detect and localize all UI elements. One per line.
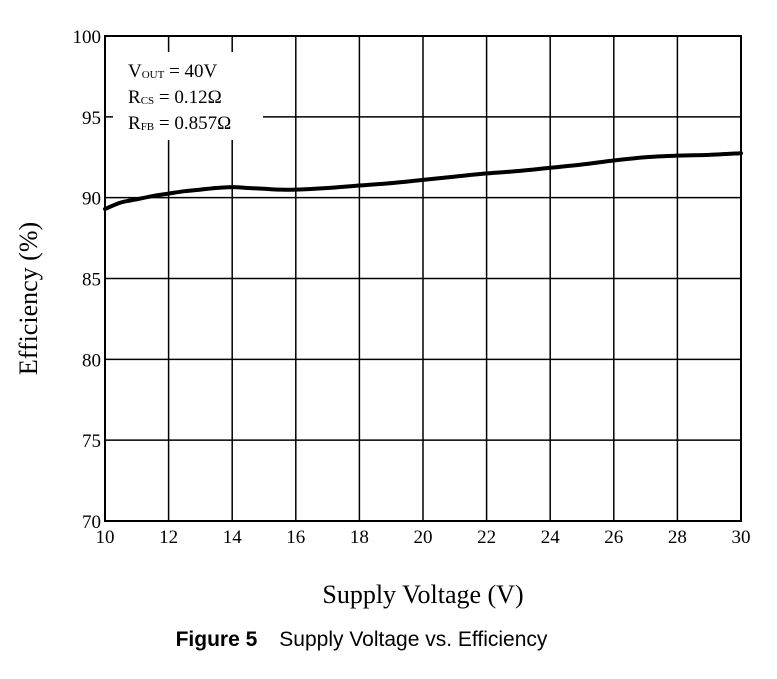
x-tick-label: 28 <box>668 527 687 548</box>
annotation-line: VOUT = 40V <box>128 61 218 82</box>
series-line-efficiency <box>103 151 743 211</box>
x-axis-title: Supply Voltage (V) <box>322 580 523 609</box>
y-tick-label: 95 <box>82 108 101 129</box>
x-tick-label: 30 <box>732 527 751 548</box>
annotation-subscript: CS <box>141 95 154 107</box>
y-axis-title: Efficiency (%) <box>14 222 43 375</box>
x-tick-label: 14 <box>223 527 243 548</box>
x-tick-label: 16 <box>286 527 305 548</box>
x-tick-label: 12 <box>159 527 178 548</box>
x-tick-label: 26 <box>604 527 623 548</box>
annotation-symbol: V <box>128 61 142 82</box>
y-tick-label: 75 <box>82 431 101 452</box>
x-tick-label: 18 <box>350 527 369 548</box>
figure-caption: Figure 5 Supply Voltage vs. Efficiency <box>0 628 723 652</box>
tick-labels: 10 12 14 16 18 20 22 24 26 28 30 70 75 80 85 90 95 100 <box>73 27 751 548</box>
y-tick-label: 80 <box>82 350 101 371</box>
y-tick-label: 85 <box>82 270 101 291</box>
y-tick-label: 90 <box>82 189 101 210</box>
x-tick-label: 24 <box>541 527 561 548</box>
x-tick-label: 20 <box>414 527 433 548</box>
figure-caption-text: Supply Voltage vs. Efficiency <box>279 628 548 651</box>
annotation-value: = 40V <box>164 61 217 82</box>
annotation-value: = 0.857Ω <box>154 113 231 134</box>
annotation-symbol: R <box>128 113 141 134</box>
y-tick-label: 70 <box>82 512 101 533</box>
x-tick-label: 10 <box>96 527 115 548</box>
annotation-subscript: OUT <box>142 69 165 81</box>
y-tick-label: 100 <box>73 27 102 48</box>
annotation-line: RFB = 0.857Ω <box>128 113 231 134</box>
annotation-symbol: R <box>128 87 141 108</box>
plot-frame <box>104 35 742 522</box>
x-tick-label: 22 <box>477 527 496 548</box>
figure-label: Figure 5 <box>175 628 258 651</box>
annotation-subscript: FB <box>141 121 154 133</box>
annotation-line: RCS = 0.12Ω <box>128 87 222 108</box>
annotation-value: = 0.12Ω <box>154 87 222 108</box>
annotation-box <box>113 52 263 140</box>
